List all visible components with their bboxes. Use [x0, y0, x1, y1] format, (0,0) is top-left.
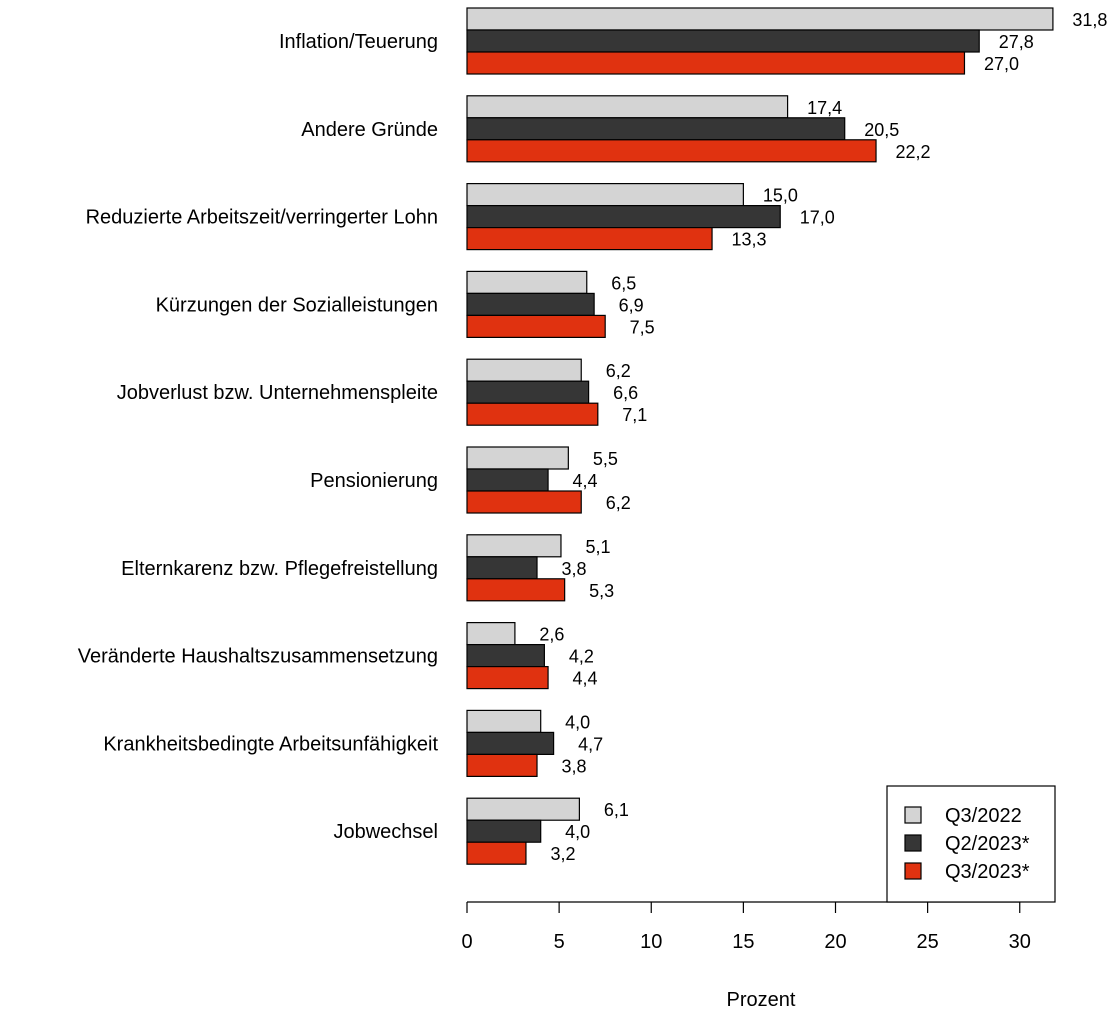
value-label: 6,6 [613, 383, 638, 403]
category-label: Jobwechsel [333, 821, 438, 843]
bar-7-series-1 [466, 534, 562, 558]
value-label: 20,5 [864, 120, 899, 140]
legend-label: Q3/2022 [945, 805, 1022, 827]
bar-6-series-1 [466, 446, 569, 470]
category-label: Inflation/Teuerung [279, 31, 438, 53]
category-label: Pensionierung [310, 470, 438, 492]
legend-label: Q2/2023* [945, 833, 1030, 855]
value-label: 2,6 [539, 625, 564, 645]
category-label: Jobverlust bzw. Unternehmenspleite [117, 382, 438, 404]
bar-7-series-2 [466, 556, 538, 580]
bar-3-series-3 [466, 227, 713, 251]
x-axis: 0 5 10 15 20 25 30 [461, 901, 1031, 953]
category-label: Krankheitsbedingte Arbeitsunfähigkeit [103, 733, 438, 755]
x-tick-label: 25 [917, 931, 939, 953]
value-label: 6,1 [604, 800, 629, 820]
value-label: 4,7 [578, 734, 603, 754]
bar-8-series-2 [466, 643, 545, 668]
legend: Q3/2022 Q2/2023* Q3/2023* [886, 785, 1056, 903]
value-label: 7,1 [622, 405, 647, 425]
category-label: Kürzungen der Sozialleistungen [156, 294, 438, 316]
x-axis-title: Prozent [727, 989, 796, 1011]
legend-swatch [904, 862, 922, 880]
bar-1-series-2 [466, 29, 980, 53]
bar-10-series-2 [466, 819, 542, 843]
value-label: 4,0 [565, 822, 590, 842]
x-tick-label: 5 [554, 931, 565, 953]
value-label: 6,5 [611, 273, 636, 293]
value-label: 27,0 [984, 54, 1019, 74]
x-tick-label: 15 [732, 931, 754, 953]
bar-4-series-2 [466, 292, 595, 316]
bar-2-series-2 [466, 117, 846, 141]
category-label: Veränderte Haushaltszusammensetzung [78, 646, 438, 668]
bar-5-series-3 [466, 402, 599, 426]
value-label: 6,2 [606, 361, 631, 381]
x-tick-label: 30 [1009, 931, 1031, 953]
value-label: 6,2 [606, 493, 631, 513]
bar-3-series-2 [466, 205, 781, 229]
value-label: 3,2 [550, 844, 575, 864]
bar-7-series-3 [466, 578, 566, 602]
value-label: 7,5 [630, 317, 655, 337]
bar-6-series-3 [466, 490, 582, 514]
category-labels: Inflation/Teuerung Andere Gründe Reduziert… [78, 31, 439, 843]
bar-9-series-2 [466, 731, 555, 756]
category-label: Reduzierte Arbeitszeit/verringerter Lohn [86, 207, 438, 229]
x-tick-label: 0 [461, 931, 472, 953]
bar-4-series-1 [466, 270, 588, 294]
x-tick-label: 10 [640, 931, 662, 953]
bar-5-series-2 [466, 380, 590, 404]
bar-2-series-3 [466, 139, 877, 163]
value-label: 3,8 [561, 756, 586, 776]
bar-10-series-1 [466, 797, 580, 821]
value-label: 5,5 [593, 449, 618, 469]
value-label: 4,2 [569, 647, 594, 667]
value-label: 27,8 [999, 32, 1034, 52]
value-label: 4,0 [565, 712, 590, 732]
legend-swatch [904, 806, 922, 824]
bar-10-series-3 [466, 841, 527, 865]
value-label: 15,0 [763, 186, 798, 206]
bar-4-series-3 [466, 314, 606, 338]
x-tick-label: 20 [824, 931, 846, 953]
bar-2-series-1 [466, 95, 789, 119]
value-label: 3,8 [561, 559, 586, 579]
legend-label: Q3/2023* [945, 861, 1030, 883]
value-label: 5,3 [589, 581, 614, 601]
value-label: 4,4 [573, 471, 598, 491]
bar-1-series-1 [466, 7, 1054, 31]
bar-3-series-1 [466, 183, 744, 207]
category-label: Elternkarenz bzw. Pflegefreistellung [121, 558, 438, 580]
bars-group [466, 7, 1054, 865]
bar-8-series-3 [466, 665, 549, 690]
bar-9-series-3 [466, 753, 538, 778]
value-labels: 31,827,827,017,420,522,215,017,013,36,56… [539, 10, 1107, 864]
value-label: 6,9 [619, 295, 644, 315]
bar-5-series-1 [466, 358, 582, 382]
value-label: 31,8 [1072, 10, 1107, 30]
value-label: 17,0 [800, 208, 835, 228]
category-label: Andere Gründe [301, 119, 438, 141]
value-label: 5,1 [585, 537, 610, 557]
value-label: 13,3 [732, 230, 767, 250]
bar-8-series-1 [466, 621, 516, 646]
bar-6-series-2 [466, 468, 549, 492]
legend-swatch [904, 834, 922, 852]
bar-9-series-1 [466, 709, 542, 734]
value-label: 4,4 [573, 669, 598, 689]
bar-1-series-3 [466, 51, 966, 75]
value-label: 17,4 [807, 98, 842, 118]
value-label: 22,2 [896, 142, 931, 162]
